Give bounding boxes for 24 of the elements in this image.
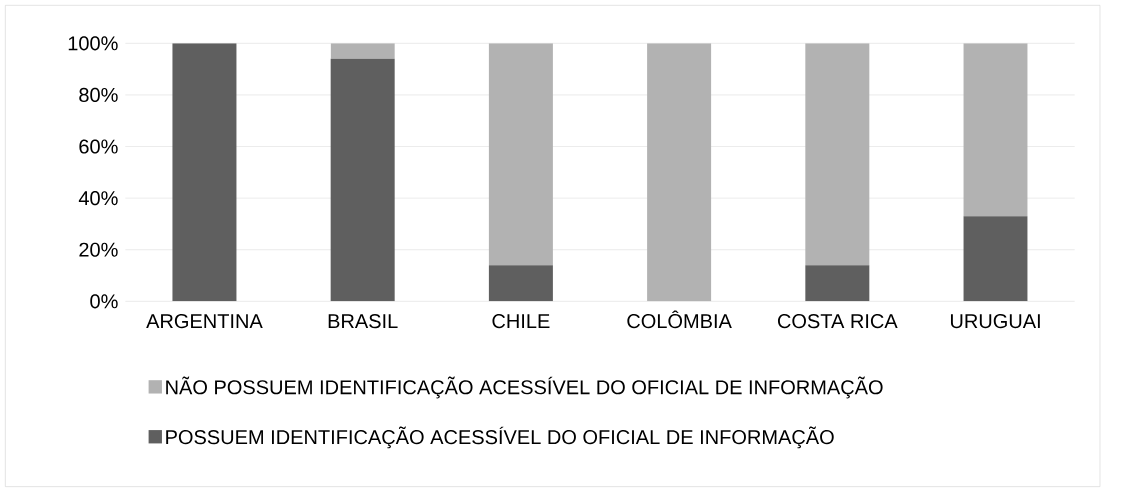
bar <box>488 43 553 266</box>
y-tick-label: 60% <box>79 139 118 154</box>
y-tick-label: 80% <box>79 87 118 102</box>
bar <box>172 43 237 302</box>
x-tick-label: CHILE <box>492 314 550 329</box>
x-tick-label: URUGUAI <box>950 314 1040 329</box>
y-tick-label: 100% <box>68 36 118 51</box>
bar <box>963 216 1028 302</box>
x-tick-label: COLÔMBIA <box>627 310 732 329</box>
legend-label: NÃO POSSUEM IDENTIFICAÇÃO ACESSÍVEL DO OFICIAL DE INFORMAÇÃO <box>166 376 883 399</box>
bar <box>805 43 870 266</box>
bar <box>330 58 395 302</box>
x-tick-label: BRASIL <box>328 314 398 329</box>
bar <box>963 43 1028 217</box>
y-tick-label: 20% <box>79 242 118 257</box>
legend-label: POSSUEM IDENTIFICAÇÃO ACESSÍVEL DO OFICIAL DE INFORMAÇÃO <box>166 426 834 449</box>
bar <box>805 265 870 302</box>
bar <box>330 43 395 59</box>
bar <box>647 43 712 302</box>
x-tick-label: COSTA RICA <box>777 314 898 329</box>
x-tick-label: ARGENTINA <box>146 314 263 329</box>
y-tick-label: 40% <box>78 191 118 206</box>
y-tick-label: 0% <box>90 294 118 309</box>
bar <box>488 265 553 302</box>
